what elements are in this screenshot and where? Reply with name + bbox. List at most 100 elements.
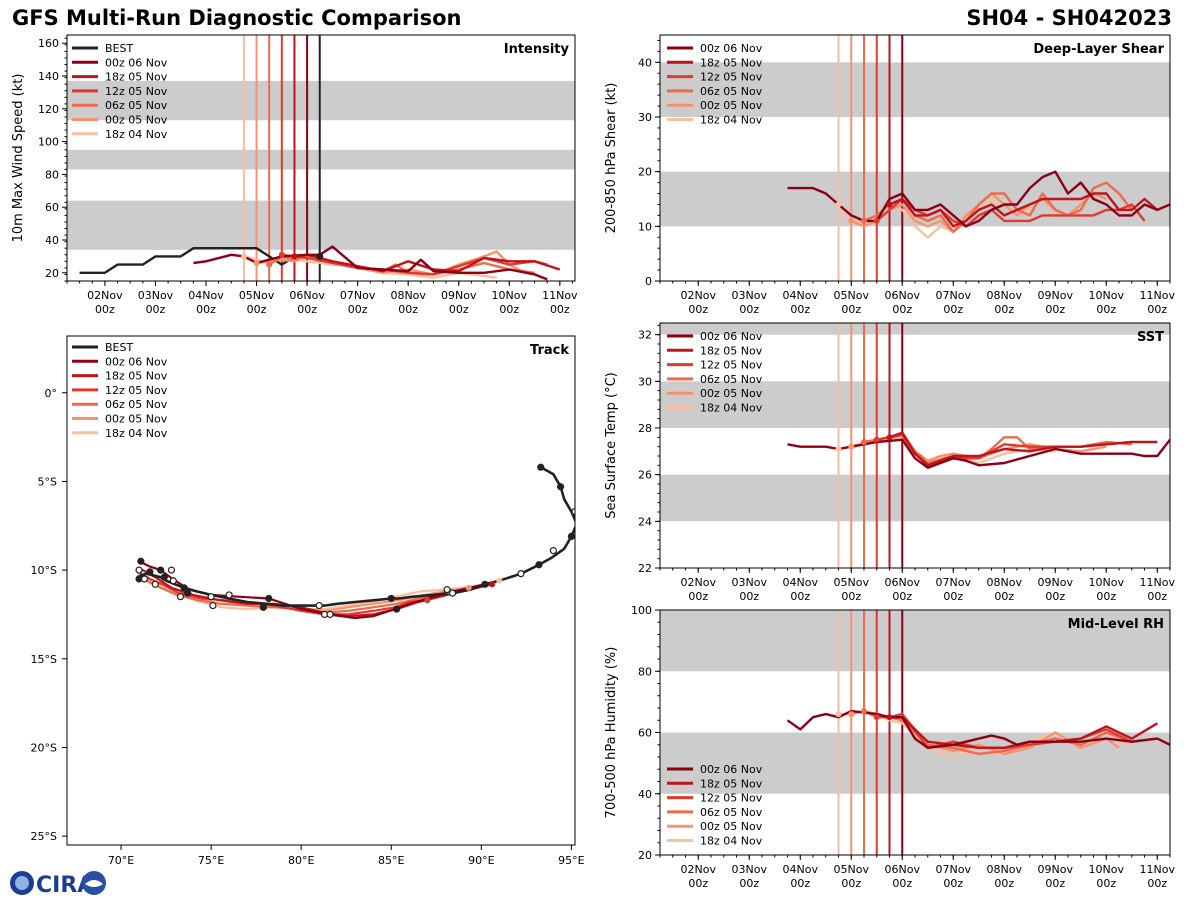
intensity-series-line [256, 250, 523, 276]
sst-series-line [889, 431, 1158, 467]
shear-ytick-label: 10 [638, 220, 652, 233]
track-position-marker [567, 532, 575, 541]
sst-xtick-label: 02Nov [681, 576, 717, 589]
intensity-xtick-sublabel: 00z [398, 303, 418, 316]
shear-init-marker [835, 201, 842, 208]
sst-legend-label: 00z 05 Nov [700, 387, 763, 400]
intensity-init-marker [240, 253, 247, 260]
intensity-xtick-label: 08Nov [390, 289, 426, 302]
sst-xtick-label: 11Nov [1140, 576, 1176, 589]
track-open-marker [135, 566, 143, 574]
track-open-marker [167, 566, 176, 574]
shear-xtick-sublabel: 00z [688, 303, 708, 316]
rh-xtick-sublabel: 00z [688, 877, 708, 890]
sst-ytick-label: 24 [638, 515, 652, 528]
shear-xtick-label: 04Nov [783, 289, 819, 302]
shear-init-marker [861, 217, 867, 224]
rh-ytick-label: 20 [638, 849, 652, 862]
shear-legend-label: 18z 05 Nov [700, 56, 763, 69]
track-open-marker [169, 577, 177, 585]
intensity-panel: 2040608010012014016002Nov00z03Nov00z04No… [11, 34, 578, 316]
rh-ytick-label: 100 [631, 604, 652, 617]
sst-xtick-sublabel: 00z [1147, 590, 1167, 603]
rh-shaded-band [660, 610, 1170, 672]
track-legend-label: 18z 04 Nov [105, 427, 168, 440]
intensity-series-group [79, 245, 561, 281]
intensity-xtick-label: 06Nov [289, 289, 325, 302]
track-init-marker [424, 597, 431, 604]
sst-ytick-label: 26 [638, 469, 652, 482]
intensity-best-marker [316, 252, 324, 260]
rh-legend-label: 12z 05 Nov [700, 792, 763, 805]
intensity-xtick-label: 04Nov [188, 289, 224, 302]
track-open-marker [151, 580, 159, 588]
intensity-legend-label: 18z 05 Nov [105, 71, 168, 84]
shear-ytick-label: 0 [645, 275, 652, 288]
intensity-ytick-label: 120 [38, 103, 59, 116]
rh-xtick-sublabel: 00z [841, 877, 861, 890]
track-ytick-label: 25°S [31, 830, 57, 843]
intensity-series-line [294, 253, 561, 273]
shear-xtick-label: 05Nov [834, 289, 870, 302]
track-ytick-label: 5°S [38, 475, 57, 488]
rh-xtick-label: 07Nov [936, 863, 972, 876]
shear-xtick-label: 07Nov [936, 289, 972, 302]
shear-init-marker [848, 217, 855, 224]
track-panel: 70°E 75°E 80°E 85°E 90°E 95°E 0° 5°S 10°S 15°S 20°… [31, 335, 585, 867]
rh-ytick-label: 60 [638, 727, 652, 740]
track-position-marker [184, 589, 192, 597]
intensity-xtick-sublabel: 00z [297, 303, 317, 316]
track-title: Track [530, 343, 569, 358]
rh-xtick-label: 04Nov [783, 863, 819, 876]
track-legend-label: 06z 05 Nov [105, 398, 168, 411]
track-position-marker [556, 483, 565, 491]
shear-xtick-sublabel: 00z [994, 303, 1014, 316]
shear-ylabel: 200-850 hPa Shear (kt) [604, 83, 619, 234]
rh-xtick-label: 11Nov [1140, 863, 1176, 876]
track-legend-label: 18z 05 Nov [105, 370, 168, 383]
intensity-legend-label: 18z 04 Nov [105, 128, 168, 141]
intensity-axes-frame [66, 34, 576, 282]
sst-xtick-sublabel: 00z [1045, 590, 1065, 603]
figure-title: GFS Multi-Run Diagnostic Comparison [12, 6, 462, 30]
track-line [137, 466, 575, 607]
track-xtick-label: 80°E [288, 854, 314, 867]
track-position-marker [535, 561, 543, 569]
shear-legend-label: 00z 05 Nov [700, 99, 763, 112]
rh-title: Mid-Level RH [1068, 617, 1164, 632]
rh-xtick-sublabel: 00z [1045, 877, 1065, 890]
sst-panel: 22242628303202Nov00z03Nov00z04Nov00z05No… [604, 322, 1176, 603]
track-open-marker [517, 570, 525, 578]
sst-ytick-label: 30 [638, 375, 652, 388]
track-ytick-label: 0° [45, 387, 58, 400]
shear-legend-label: 00z 06 Nov [700, 42, 763, 55]
rh-legend-label: 06z 05 Nov [700, 806, 763, 819]
rh-xtick-label: 05Nov [834, 863, 870, 876]
intensity-xtick-sublabel: 00z [95, 303, 115, 316]
sst-xtick-sublabel: 00z [892, 590, 912, 603]
intensity-ytick-label: 100 [38, 136, 59, 149]
rh-legend-label: 00z 05 Nov [700, 820, 763, 833]
intensity-legend-label: 12z 05 Nov [105, 85, 168, 98]
sst-xtick-label: 05Nov [834, 576, 870, 589]
sst-legend-label: 18z 04 Nov [700, 402, 763, 415]
intensity-init-marker [291, 253, 298, 260]
sst-init-marker [835, 446, 842, 452]
sst-xtick-label: 09Nov [1038, 576, 1074, 589]
intensity-init-marker [278, 251, 285, 258]
rh-xtick-sublabel: 00z [1096, 877, 1116, 890]
intensity-xtick-sublabel: 00z [499, 303, 519, 316]
rh-init-marker [873, 714, 880, 721]
sst-xtick-sublabel: 00z [841, 590, 861, 603]
track-axes-frame [66, 335, 576, 846]
rh-init-marker [886, 714, 893, 721]
intensity-xtick-label: 10Nov [492, 289, 528, 302]
sst-series-group [787, 431, 1170, 469]
rh-xtick-label: 09Nov [1038, 863, 1074, 876]
intensity-ylabel: 10m Max Wind Speed (kt) [11, 74, 26, 243]
sst-xtick-label: 10Nov [1089, 576, 1125, 589]
intensity-title: Intensity [504, 42, 570, 57]
track-open-marker [209, 601, 217, 610]
rh-xtick-sublabel: 00z [892, 877, 912, 890]
